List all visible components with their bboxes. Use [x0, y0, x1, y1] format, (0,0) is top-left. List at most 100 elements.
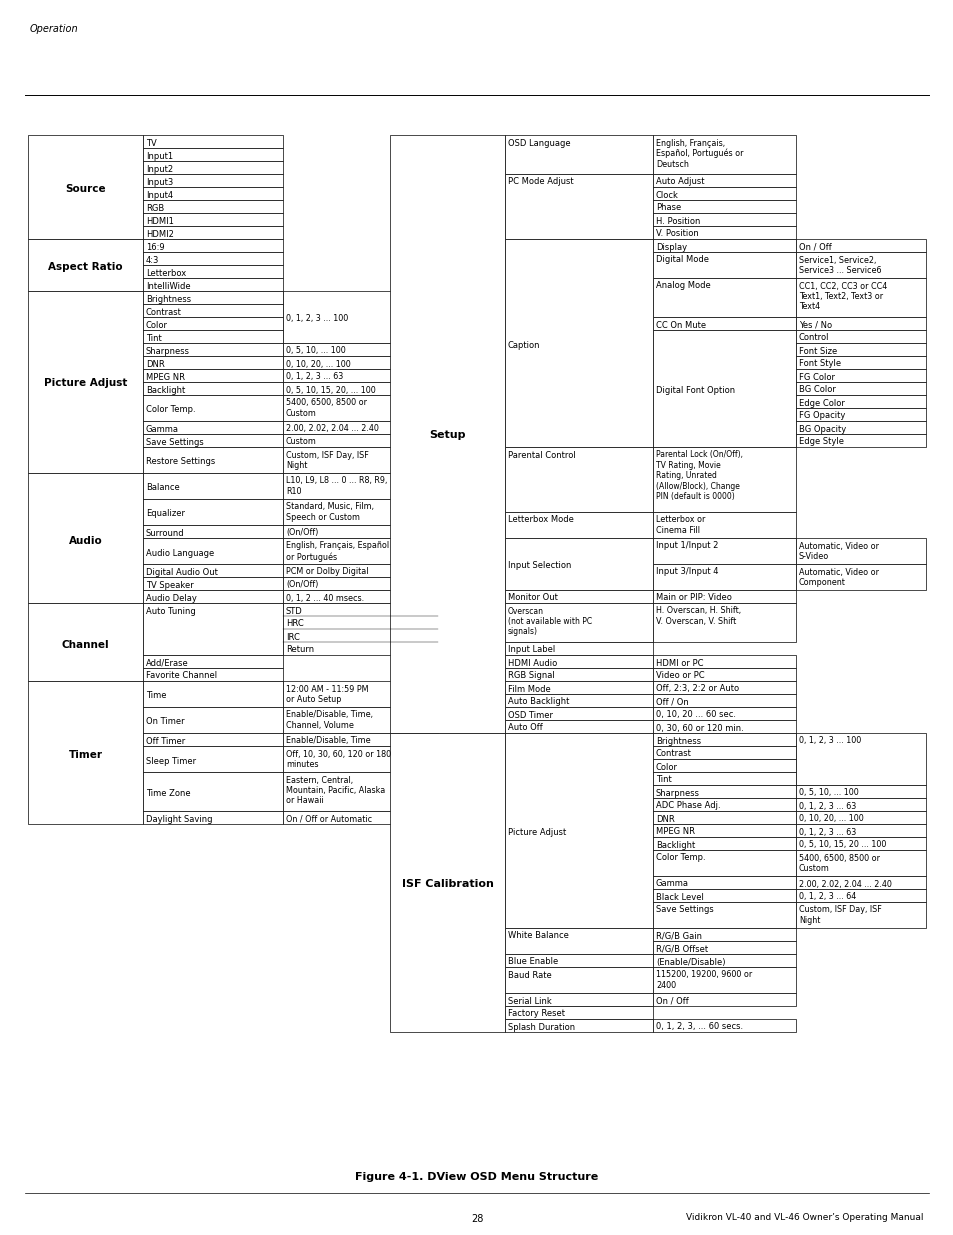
Bar	[652, 447, 795, 513]
Text: Auto Tuning: Auto Tuning	[146, 606, 195, 615]
Text: Audio: Audio	[69, 536, 102, 546]
Text: TV: TV	[146, 140, 156, 148]
Text: H. Overscan, H. Shift,
V. Overscan, V. Shift: H. Overscan, H. Shift, V. Overscan, V. S…	[656, 606, 740, 626]
Bar	[652, 902, 795, 927]
Text: 0, 10, 20 ... 60 sec.: 0, 10, 20 ... 60 sec.	[656, 710, 735, 720]
Text: ISF Calibration: ISF Calibration	[401, 879, 493, 889]
Bar	[143, 577, 283, 590]
Bar	[143, 226, 283, 240]
Bar	[795, 837, 925, 850]
Text: FG Color: FG Color	[799, 373, 834, 382]
Bar	[652, 785, 795, 798]
Bar	[283, 772, 437, 811]
Bar	[283, 525, 437, 538]
Text: 0, 10, 20, ... 100: 0, 10, 20, ... 100	[286, 359, 351, 368]
Text: Picture Adjust: Picture Adjust	[44, 378, 127, 388]
Text: Analog Mode: Analog Mode	[656, 282, 710, 290]
Bar	[795, 564, 925, 590]
Bar	[795, 317, 925, 330]
Text: Custom: Custom	[286, 437, 316, 447]
Bar	[504, 174, 652, 240]
Text: Caption: Caption	[507, 341, 540, 350]
Bar	[504, 513, 652, 538]
Text: Brightness: Brightness	[146, 295, 191, 304]
Bar	[652, 706, 795, 720]
Bar	[143, 473, 283, 499]
Text: On Timer: On Timer	[146, 718, 185, 726]
Text: DNR: DNR	[146, 359, 165, 369]
Text: Standard, Music, Film,
Speech or Custom: Standard, Music, Film, Speech or Custom	[286, 503, 374, 522]
Bar	[283, 395, 437, 421]
Text: Favorite Channel: Favorite Channel	[146, 672, 217, 680]
Text: Font Size: Font Size	[799, 347, 837, 356]
Text: 5400, 6500, 8500 or
Custom: 5400, 6500, 8500 or Custom	[799, 853, 879, 873]
Bar	[504, 734, 652, 927]
Bar	[652, 668, 795, 680]
Bar	[283, 473, 437, 499]
Bar	[283, 433, 437, 447]
Text: Equalizer: Equalizer	[146, 510, 185, 519]
Text: HDMI or PC: HDMI or PC	[656, 658, 702, 667]
Bar	[795, 330, 925, 343]
Bar	[283, 680, 437, 706]
Bar	[652, 186, 795, 200]
Bar	[143, 564, 283, 577]
Text: Automatic, Video or
Component: Automatic, Video or Component	[799, 568, 878, 587]
Text: Digital Mode: Digital Mode	[656, 256, 708, 264]
Bar	[652, 993, 795, 1007]
Bar	[143, 668, 283, 680]
Bar	[28, 473, 143, 603]
Text: On / Off: On / Off	[799, 242, 831, 252]
Text: Letterbox or
Cinema Fill: Letterbox or Cinema Fill	[656, 515, 704, 535]
Text: Vidikron VL-40 and VL-46 Owner’s Operating Manual: Vidikron VL-40 and VL-46 Owner’s Operati…	[686, 1214, 923, 1223]
Text: Overscan
(not available with PC
signals): Overscan (not available with PC signals)	[507, 606, 592, 636]
Bar	[652, 252, 795, 278]
Bar	[652, 240, 795, 252]
Bar	[143, 772, 283, 811]
Bar	[143, 278, 283, 291]
Text: CC1, CC2, CC3 or CC4
Text1, Text2, Text3 or
Text4: CC1, CC2, CC3 or CC4 Text1, Text2, Text3…	[799, 282, 886, 311]
Text: (On/Off): (On/Off)	[286, 580, 318, 589]
Text: Service1, Service2,
Service3 ... Service6: Service1, Service2, Service3 ... Service…	[799, 256, 881, 275]
Bar	[143, 706, 283, 734]
Text: Operation: Operation	[30, 23, 78, 33]
Text: Monitor Out: Monitor Out	[507, 594, 558, 603]
Bar	[795, 824, 925, 837]
Bar	[652, 889, 795, 902]
Bar	[28, 603, 143, 680]
Bar	[652, 330, 795, 447]
Text: Custom, ISF Day, ISF
Night: Custom, ISF Day, ISF Night	[799, 905, 881, 925]
Bar	[283, 356, 437, 369]
Text: Input1: Input1	[146, 152, 172, 161]
Bar	[795, 382, 925, 395]
Bar	[143, 356, 283, 369]
Bar	[283, 590, 437, 603]
Bar	[504, 240, 652, 447]
Bar	[143, 603, 283, 655]
Bar	[504, 967, 652, 993]
Bar	[652, 538, 795, 564]
Text: 0, 10, 20, ... 100: 0, 10, 20, ... 100	[799, 815, 862, 824]
Text: Enable/Disable, Time: Enable/Disable, Time	[286, 736, 370, 746]
Bar	[143, 811, 283, 824]
Text: Eastern, Central,
Mountain, Pacific, Alaska
or Hawaii: Eastern, Central, Mountain, Pacific, Ala…	[286, 776, 385, 805]
Bar	[504, 538, 652, 590]
Bar	[143, 252, 283, 266]
Bar	[143, 421, 283, 433]
Bar	[795, 343, 925, 356]
Text: 0, 1, 2, 3 ... 63: 0, 1, 2, 3 ... 63	[799, 802, 856, 810]
Bar	[652, 655, 795, 668]
Text: 2.00, 2.02, 2.04 ... 2.40: 2.00, 2.02, 2.04 ... 2.40	[286, 425, 378, 433]
Bar	[143, 135, 283, 148]
Bar	[504, 1019, 652, 1032]
Text: FG Opacity: FG Opacity	[799, 411, 844, 420]
Bar	[652, 212, 795, 226]
Text: 0, 1, 2 ... 40 msecs.: 0, 1, 2 ... 40 msecs.	[286, 594, 364, 603]
Text: V. Position: V. Position	[656, 230, 698, 238]
Text: Factory Reset: Factory Reset	[507, 1009, 564, 1019]
Bar	[143, 590, 283, 603]
Text: Gamma: Gamma	[656, 879, 688, 888]
Text: On / Off: On / Off	[656, 997, 688, 1005]
Text: Sharpness: Sharpness	[146, 347, 190, 356]
Text: HDMI1: HDMI1	[146, 217, 173, 226]
